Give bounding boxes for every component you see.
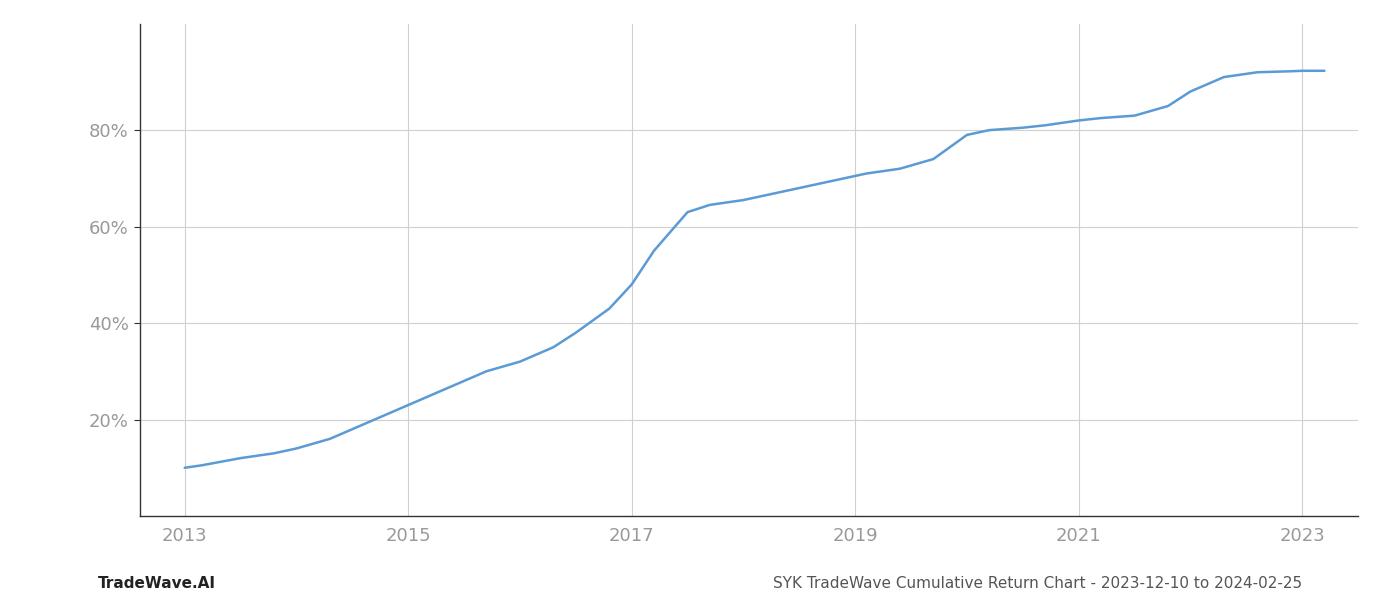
Text: SYK TradeWave Cumulative Return Chart - 2023-12-10 to 2024-02-25: SYK TradeWave Cumulative Return Chart - … <box>773 576 1302 591</box>
Text: TradeWave.AI: TradeWave.AI <box>98 576 216 591</box>
